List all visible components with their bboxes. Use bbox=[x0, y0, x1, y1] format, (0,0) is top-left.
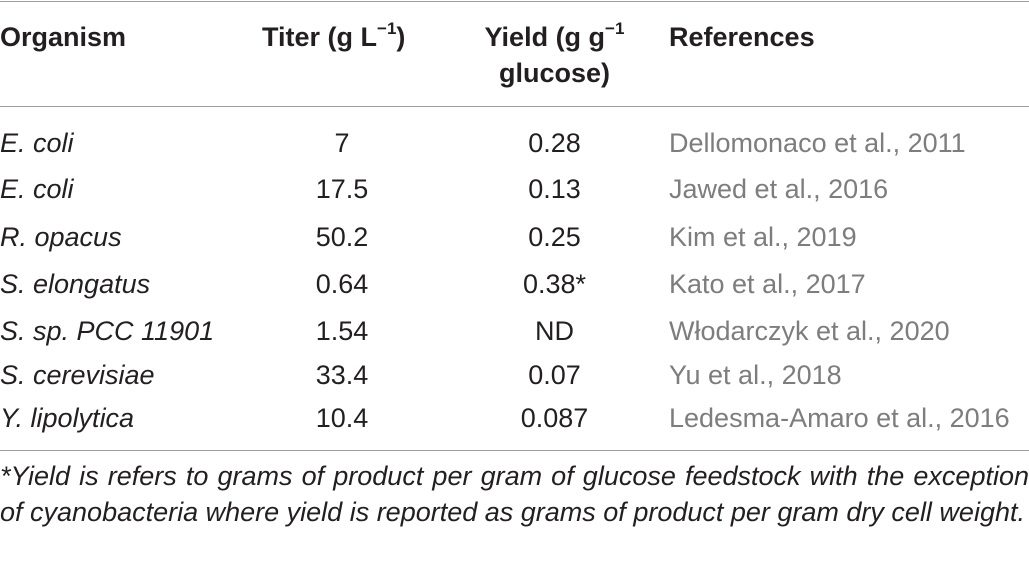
cell-yield: 0.07 bbox=[528, 360, 581, 390]
header-titer-text: Titer (g L bbox=[262, 22, 378, 52]
cell-yield: 0.087 bbox=[520, 403, 589, 433]
cell-organism: S. elongatus bbox=[0, 269, 151, 299]
table-row: R. opacus 50.2 0.25 Kim et al., 2019 bbox=[0, 214, 1029, 260]
cell-titer: 10.4 bbox=[315, 403, 369, 433]
table-row: Y. lipolytica 10.4 0.087 Ledesma-Amaro e… bbox=[0, 395, 1029, 441]
cell-yield: 0.25 bbox=[528, 222, 581, 252]
header-yield-text: Yield (g g bbox=[484, 22, 606, 52]
header-yield-exponent: −1 bbox=[605, 19, 625, 38]
table-footnote: *Yield is refers to grams of product per… bbox=[0, 461, 1029, 527]
cell-titer: 7 bbox=[334, 128, 350, 158]
cell-yield: 0.28 bbox=[528, 128, 581, 158]
header-yield: Yield (g g−1 glucose) bbox=[462, 19, 647, 91]
table-bottom-rule bbox=[0, 450, 1029, 451]
cell-organism: E. coli bbox=[0, 174, 74, 204]
cell-reference: Dellomonaco et al., 2011 bbox=[669, 128, 966, 158]
header-organism: Organism bbox=[0, 22, 127, 52]
table-row: E. coli 7 0.28 Dellomonaco et al., 2011 bbox=[0, 120, 1029, 166]
cell-titer: 17.5 bbox=[315, 174, 369, 204]
cell-titer: 33.4 bbox=[315, 360, 369, 390]
header-titer-close: ) bbox=[396, 22, 406, 52]
table-header-rule bbox=[0, 106, 1029, 107]
cell-reference: Kato et al., 2017 bbox=[669, 269, 866, 299]
cell-reference: Włodarczyk et al., 2020 bbox=[669, 316, 950, 346]
table-row: S. sp. PCC 11901 1.54 ND Włodarczyk et a… bbox=[0, 308, 1029, 354]
cell-titer: 1.54 bbox=[315, 316, 369, 346]
table-row: S. elongatus 0.64 0.38* Kato et al., 201… bbox=[0, 261, 1029, 307]
cell-reference: Jawed et al., 2016 bbox=[669, 174, 889, 204]
table-row: S. cerevisiae 33.4 0.07 Yu et al., 2018 bbox=[0, 352, 1029, 398]
cell-yield: 0.38* bbox=[522, 269, 587, 299]
cell-yield: ND bbox=[535, 316, 574, 346]
header-references: References bbox=[669, 22, 815, 52]
cell-reference: Yu et al., 2018 bbox=[669, 360, 842, 390]
cell-titer: 0.64 bbox=[315, 269, 369, 299]
header-titer-exponent: −1 bbox=[377, 19, 397, 38]
cell-organism: S. cerevisiae bbox=[0, 360, 155, 390]
header-titer: Titer (g L−1) bbox=[262, 19, 432, 55]
cell-reference: Ledesma-Amaro et al., 2016 bbox=[669, 403, 1010, 433]
header-yield-line2: glucose) bbox=[498, 58, 611, 88]
cell-yield: 0.13 bbox=[528, 174, 581, 204]
cell-organism: E. coli bbox=[0, 128, 74, 158]
cell-titer: 50.2 bbox=[315, 222, 369, 252]
cell-reference: Kim et al., 2019 bbox=[669, 222, 857, 252]
table-row: E. coli 17.5 0.13 Jawed et al., 2016 bbox=[0, 166, 1029, 212]
cell-organism: R. opacus bbox=[0, 222, 122, 252]
table-top-rule bbox=[0, 1, 1029, 2]
cell-organism: S. sp. PCC 11901 bbox=[0, 316, 215, 346]
cell-organism: Y. lipolytica bbox=[0, 403, 135, 433]
